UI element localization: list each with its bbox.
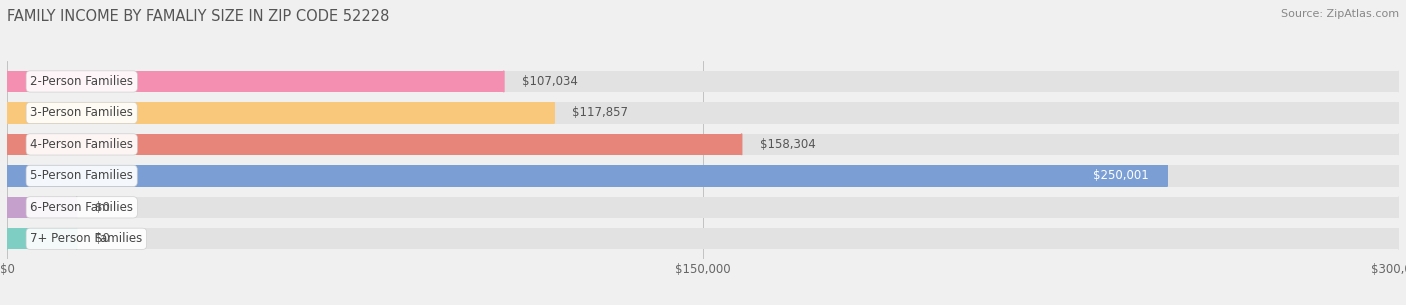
FancyBboxPatch shape bbox=[7, 134, 741, 155]
Text: 7+ Person Families: 7+ Person Families bbox=[31, 232, 142, 245]
Text: $0: $0 bbox=[96, 201, 110, 214]
Text: $107,034: $107,034 bbox=[522, 75, 578, 88]
Text: 6-Person Families: 6-Person Families bbox=[31, 201, 134, 214]
FancyBboxPatch shape bbox=[7, 165, 1399, 187]
FancyBboxPatch shape bbox=[7, 134, 1399, 155]
Text: $117,857: $117,857 bbox=[572, 106, 628, 120]
FancyBboxPatch shape bbox=[7, 71, 1399, 92]
Text: 3-Person Families: 3-Person Families bbox=[31, 106, 134, 120]
FancyBboxPatch shape bbox=[7, 102, 1399, 124]
FancyBboxPatch shape bbox=[7, 71, 503, 92]
FancyBboxPatch shape bbox=[7, 165, 1167, 187]
Text: 5-Person Families: 5-Person Families bbox=[31, 169, 134, 182]
FancyBboxPatch shape bbox=[7, 228, 1399, 249]
FancyBboxPatch shape bbox=[7, 228, 76, 249]
Text: $158,304: $158,304 bbox=[761, 138, 815, 151]
Text: 4-Person Families: 4-Person Families bbox=[31, 138, 134, 151]
Text: FAMILY INCOME BY FAMALIY SIZE IN ZIP CODE 52228: FAMILY INCOME BY FAMALIY SIZE IN ZIP COD… bbox=[7, 9, 389, 24]
FancyBboxPatch shape bbox=[7, 197, 1399, 218]
Text: $250,001: $250,001 bbox=[1092, 169, 1149, 182]
Text: Source: ZipAtlas.com: Source: ZipAtlas.com bbox=[1281, 9, 1399, 19]
Text: 2-Person Families: 2-Person Families bbox=[31, 75, 134, 88]
FancyBboxPatch shape bbox=[7, 102, 554, 124]
Text: $0: $0 bbox=[96, 232, 110, 245]
FancyBboxPatch shape bbox=[7, 197, 76, 218]
